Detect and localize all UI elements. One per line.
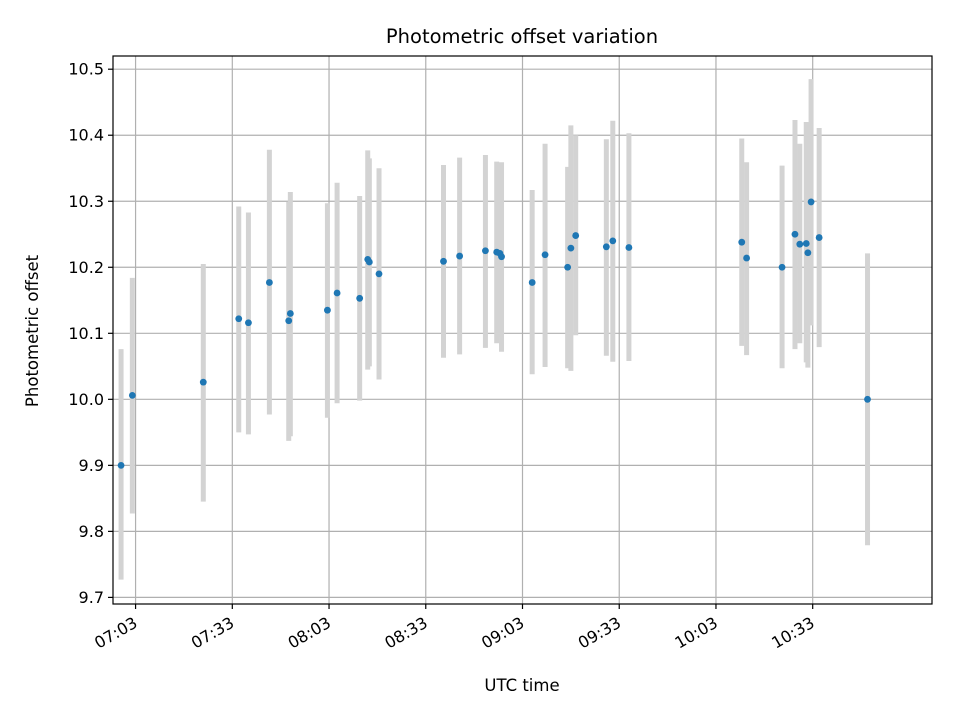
data-point: [738, 238, 746, 246]
data-point: [235, 315, 243, 323]
data-point: [802, 240, 810, 247]
data-point: [482, 247, 489, 255]
data-point: [602, 243, 610, 251]
data-point: [743, 254, 750, 262]
data-point: [864, 395, 871, 403]
y-axis-label: Photometric offset: [23, 254, 42, 407]
data-point: [356, 294, 364, 302]
y-tick-label: 10.5: [68, 60, 104, 79]
data-point: [324, 306, 331, 314]
data-point: [265, 279, 273, 286]
y-tick-label: 9.9: [79, 456, 104, 475]
data-point: [498, 253, 505, 261]
y-tick-label: 9.7: [79, 588, 104, 607]
data-point: [609, 237, 617, 245]
data-point: [117, 461, 125, 469]
data-point: [625, 244, 633, 251]
data-point: [286, 310, 294, 317]
data-point: [528, 279, 536, 286]
x-axis-label: UTC time: [484, 676, 559, 695]
data-point: [365, 258, 373, 266]
data-point: [778, 263, 786, 271]
data-point: [440, 257, 447, 265]
data-point: [572, 232, 580, 239]
data-point: [128, 391, 136, 399]
data-point: [456, 252, 464, 260]
data-point: [567, 244, 575, 252]
data-point: [815, 234, 823, 241]
data-point: [375, 270, 383, 278]
y-tick-label: 9.8: [79, 522, 104, 541]
y-tick-label: 10.1: [68, 324, 104, 343]
data-point: [804, 249, 812, 257]
data-point: [564, 263, 572, 271]
data-point: [199, 378, 207, 386]
data-point: [285, 317, 293, 325]
y-tick-label: 10.2: [68, 258, 104, 277]
data-points: [117, 198, 871, 469]
y-tick-label: 10.0: [68, 390, 104, 409]
data-point: [541, 251, 549, 259]
y-tick-label: 10.3: [68, 192, 104, 211]
data-point: [807, 198, 815, 206]
chart-title: Photometric offset variation: [386, 25, 658, 48]
data-point: [796, 240, 804, 248]
data-point: [245, 319, 252, 327]
data-point: [791, 230, 799, 238]
y-tick-label: 10.4: [68, 126, 104, 145]
data-point: [333, 289, 341, 297]
